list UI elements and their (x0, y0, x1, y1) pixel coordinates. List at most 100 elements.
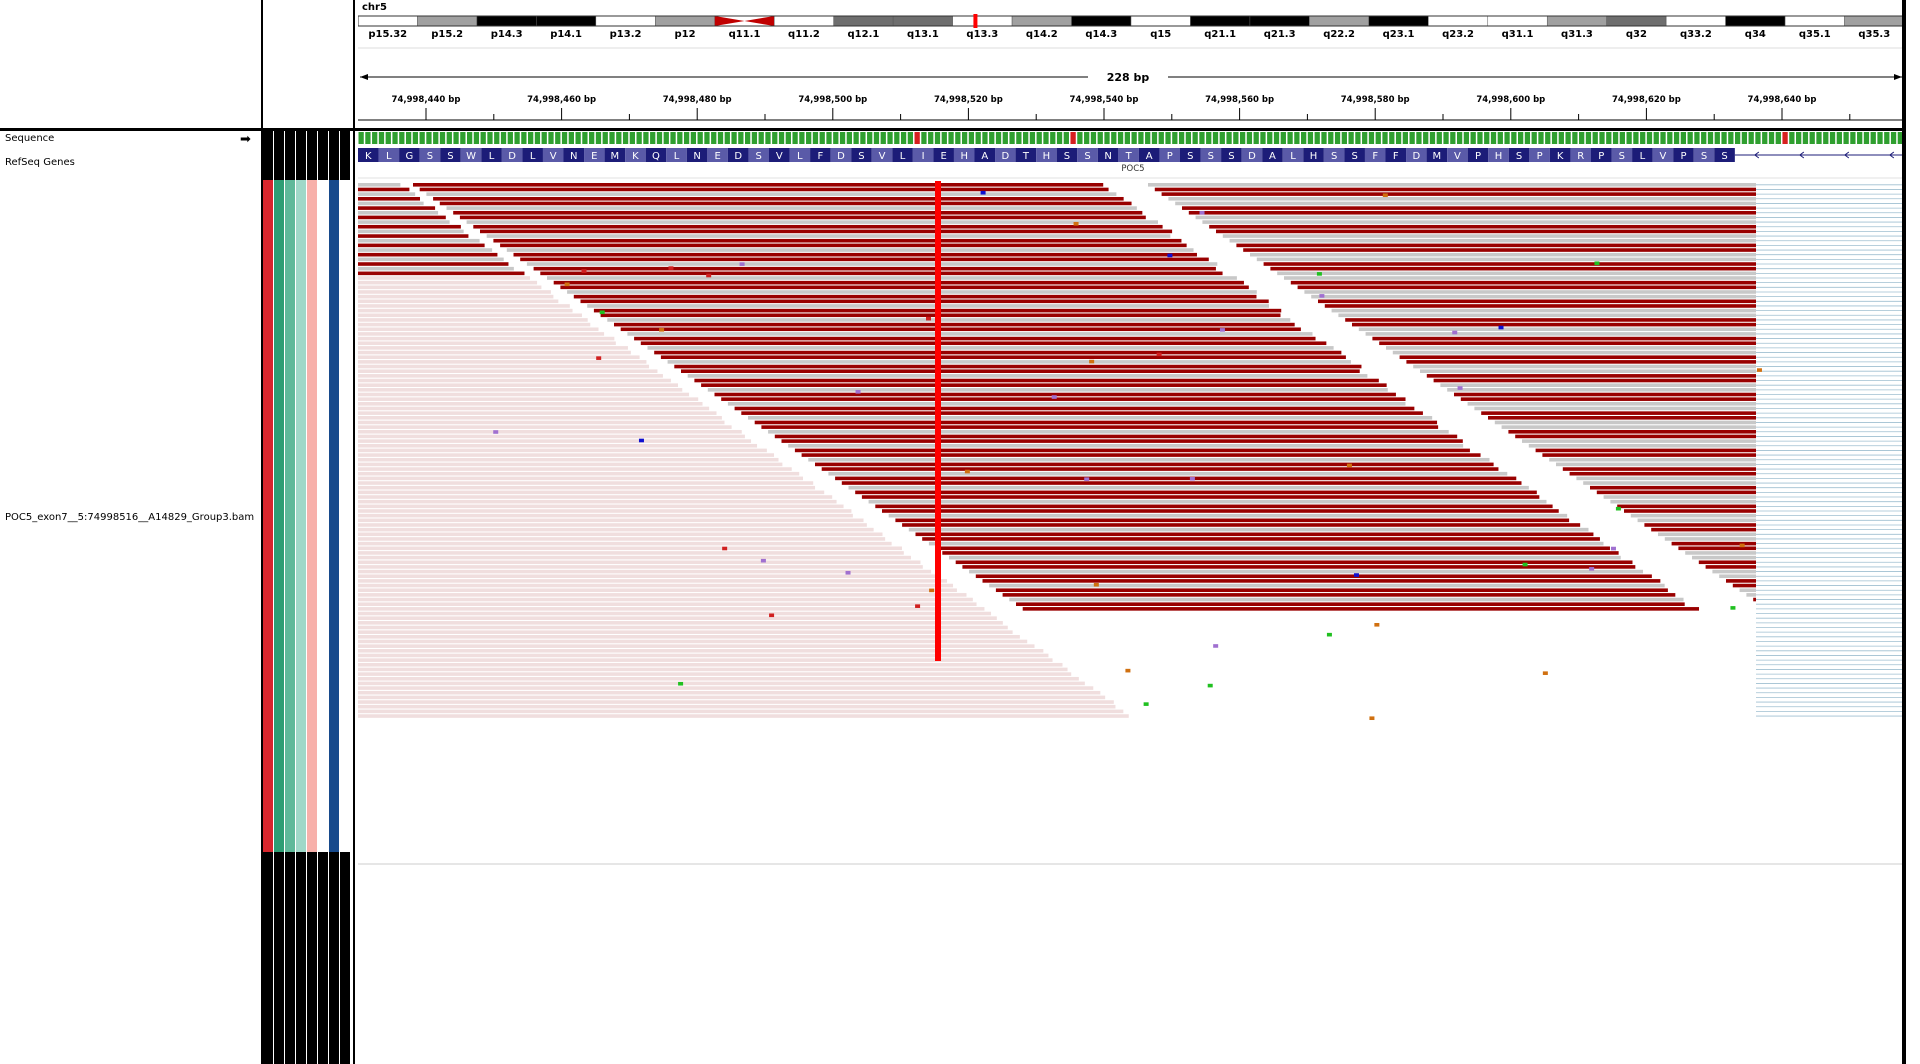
read-group-a[interactable] (358, 560, 921, 565)
base-mismatch[interactable] (926, 316, 931, 321)
read-group-c[interactable] (1304, 290, 1756, 294)
read-group-a[interactable] (358, 420, 725, 425)
sequence-base[interactable] (1565, 132, 1571, 144)
amino-acid-cell[interactable] (666, 148, 687, 162)
cytoband[interactable] (358, 15, 418, 27)
read-group-b[interactable] (754, 420, 1438, 425)
sequence-base[interactable] (1823, 132, 1829, 144)
read-group-a[interactable] (358, 593, 967, 597)
base-mismatch[interactable] (1156, 352, 1162, 357)
sequence-base[interactable] (1782, 132, 1788, 144)
read-group-c[interactable] (1515, 434, 1756, 439)
sequence-base[interactable] (1056, 132, 1063, 144)
read-group-b[interactable] (922, 537, 1600, 541)
sequence-base[interactable] (955, 132, 961, 144)
sequence-base[interactable] (1504, 132, 1510, 144)
amino-acid-cell[interactable] (1426, 148, 1448, 162)
sequence-base[interactable] (1646, 132, 1653, 144)
sequence-base[interactable] (1796, 132, 1802, 144)
read-group-b[interactable] (513, 252, 1197, 257)
sequence-base[interactable] (1599, 132, 1605, 144)
sequence-base[interactable] (1667, 132, 1673, 144)
read-group-c[interactable] (1508, 429, 1756, 434)
read-group-c[interactable] (1569, 471, 1756, 476)
sequence-base[interactable] (392, 132, 398, 144)
read-group-b[interactable] (721, 397, 1406, 401)
read-group-b[interactable] (660, 355, 1346, 360)
sequence-base[interactable] (1097, 132, 1103, 144)
sequence-base[interactable] (365, 132, 371, 144)
read-group-b[interactable] (935, 546, 1610, 551)
read-group-b[interactable] (902, 523, 1581, 527)
sequence-base[interactable] (934, 132, 941, 144)
amino-acid-cell[interactable] (1015, 148, 1037, 162)
read-group-b[interactable] (453, 210, 1143, 215)
cytoband[interactable] (1546, 15, 1607, 27)
sequence-base[interactable] (507, 132, 513, 144)
amino-acid-cell[interactable] (789, 148, 811, 162)
sequence-base[interactable] (887, 132, 893, 144)
sequence-base[interactable] (575, 132, 581, 144)
cytoband[interactable] (655, 15, 716, 27)
read-group-a[interactable] (358, 555, 911, 560)
amino-acid-cell[interactable] (830, 148, 852, 162)
sequence-base[interactable] (1307, 132, 1314, 144)
read-group-c[interactable] (1562, 467, 1756, 471)
sequence-base[interactable] (1131, 132, 1137, 144)
sequence-base[interactable] (860, 132, 866, 144)
base-mismatch[interactable] (1610, 546, 1616, 551)
read-group-a[interactable] (358, 471, 800, 476)
read-group-a[interactable] (358, 490, 825, 495)
read-group-a[interactable] (358, 215, 446, 220)
sequence-base[interactable] (1002, 132, 1008, 144)
amino-acid-cell[interactable] (1159, 148, 1180, 162)
sequence-base[interactable] (1199, 132, 1205, 144)
read-group-a[interactable] (358, 346, 628, 350)
read-group-b[interactable] (895, 518, 1570, 523)
read-group-a[interactable] (358, 574, 942, 579)
read-group-c[interactable] (1617, 504, 1756, 509)
read-group-a[interactable] (358, 649, 1044, 653)
read-group-a[interactable] (358, 280, 538, 285)
read-group-c[interactable] (1610, 499, 1756, 504)
sequence-base[interactable] (1484, 132, 1490, 144)
sequence-base[interactable] (1192, 132, 1198, 144)
read-group-a[interactable] (358, 434, 745, 439)
cytoband[interactable] (773, 15, 834, 27)
cytoband[interactable] (1665, 15, 1726, 27)
sequence-base[interactable] (995, 132, 1002, 144)
read-group-b[interactable] (962, 565, 1636, 569)
sequence-base[interactable] (1741, 132, 1748, 144)
base-mismatch[interactable] (1326, 632, 1332, 637)
amino-acid-cell[interactable] (871, 148, 893, 162)
base-mismatch[interactable] (1346, 463, 1352, 468)
sequence-base[interactable] (500, 132, 507, 144)
read-group-b[interactable] (654, 350, 1342, 355)
read-group-a[interactable] (358, 635, 1020, 639)
read-group-c[interactable] (1658, 532, 1756, 537)
read-group-a[interactable] (358, 383, 678, 387)
amino-acid-cell[interactable] (1036, 148, 1057, 162)
sequence-base[interactable] (785, 132, 791, 144)
read-group-b[interactable] (915, 532, 1594, 537)
read-group-b[interactable] (674, 364, 1362, 369)
read-group-b[interactable] (868, 499, 1547, 504)
cytoband[interactable] (417, 15, 478, 27)
read-group-b[interactable] (841, 481, 1522, 485)
read-group-a[interactable] (358, 313, 582, 318)
amino-acid-cell[interactable] (542, 148, 564, 162)
sequence-base[interactable] (853, 132, 859, 144)
base-mismatch[interactable] (706, 273, 712, 278)
sequence-base[interactable] (1836, 132, 1842, 144)
current-region-marker[interactable] (973, 14, 978, 28)
cytoband[interactable] (1190, 15, 1251, 27)
read-group-c[interactable] (1413, 364, 1756, 369)
read-group-a[interactable] (358, 364, 650, 369)
sequence-base[interactable] (907, 132, 914, 144)
read-group-b[interactable] (553, 280, 1244, 285)
read-group-b[interactable] (681, 369, 1360, 373)
read-group-a[interactable] (358, 686, 1094, 690)
read-group-c[interactable] (1426, 374, 1756, 378)
read-group-a[interactable] (358, 509, 852, 513)
